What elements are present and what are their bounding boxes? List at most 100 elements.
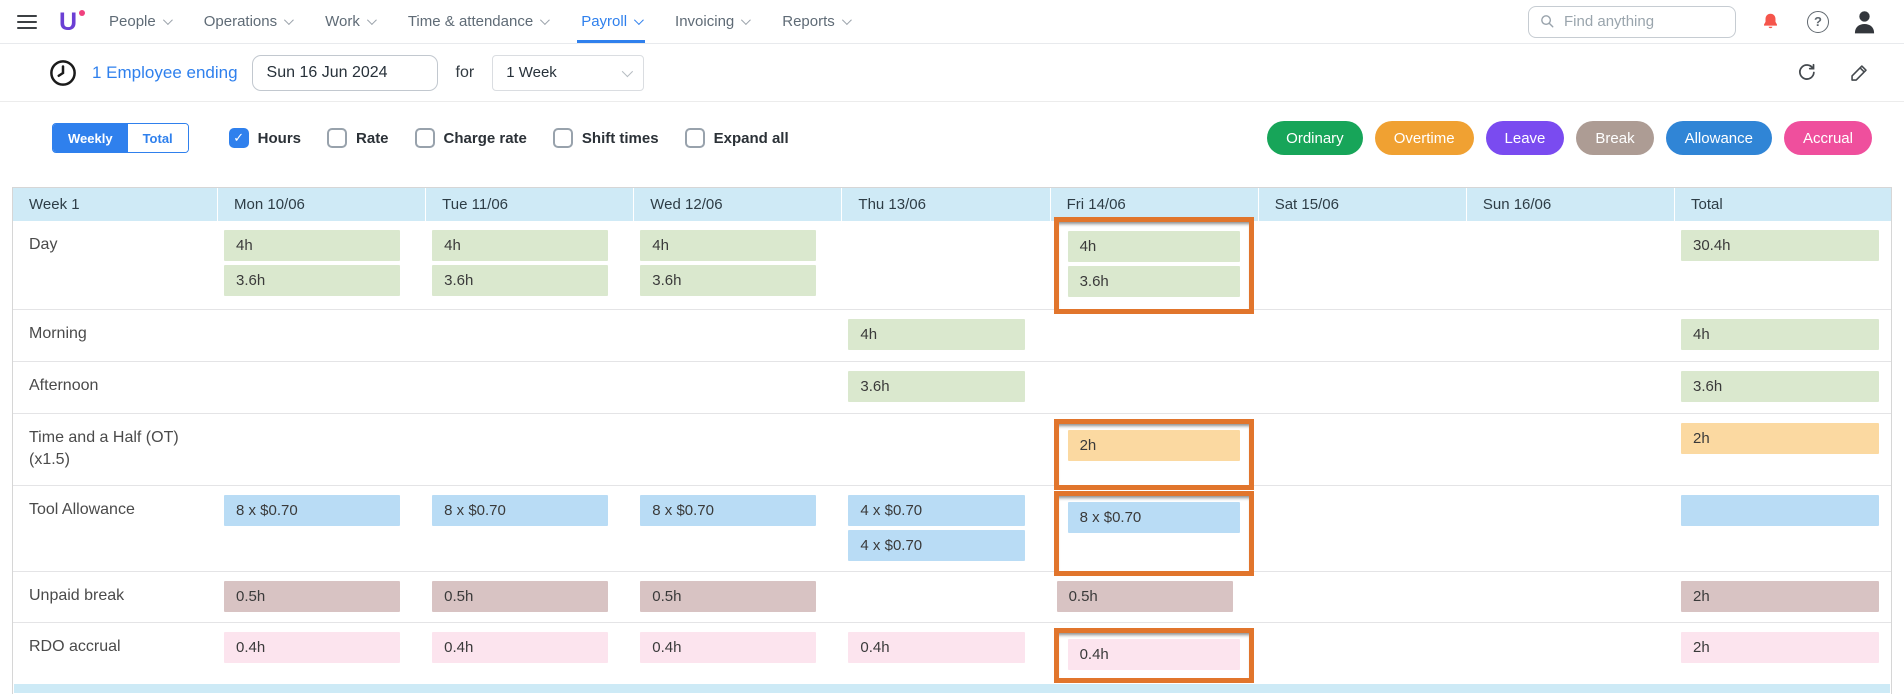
cell-sat-afternoon	[1259, 362, 1467, 413]
timesheet-chip[interactable]: 3.6h	[640, 265, 817, 296]
timesheet-chip[interactable]: 0.4h	[432, 632, 609, 663]
timesheet-chip[interactable]: 4h	[1067, 231, 1240, 262]
toggle-weekly[interactable]: Weekly	[53, 124, 128, 152]
timesheet-chip[interactable]: 4h	[224, 230, 401, 261]
total-chip[interactable]: 2h	[1680, 632, 1879, 663]
timesheet-chip[interactable]: 3.6h	[848, 371, 1025, 402]
timesheet-chip[interactable]: 3.6h	[224, 265, 401, 296]
checkbox-expand-all[interactable]: Expand all	[684, 128, 789, 148]
nav-item-invoicing[interactable]: Invoicing	[675, 0, 752, 43]
total-chip[interactable]: 4h	[1680, 319, 1879, 350]
timesheet-chip[interactable]: 8 x $0.70	[640, 495, 817, 526]
nav-item-people[interactable]: People	[109, 0, 173, 43]
legend-break[interactable]: Break	[1576, 121, 1654, 155]
timesheet-chip[interactable]: 3.6h	[1067, 266, 1240, 297]
timesheet-chip[interactable]: 0.5h	[224, 581, 401, 612]
timesheet-chip[interactable]: 0.5h	[640, 581, 817, 612]
period-select[interactable]: 1 Week	[492, 54, 645, 91]
search-box[interactable]	[1528, 5, 1736, 38]
timesheet-chip[interactable]: 0.5h	[1056, 581, 1233, 612]
toggle-total[interactable]: Total	[127, 124, 188, 152]
total-chip[interactable]: 30.4h	[1680, 230, 1879, 261]
timesheet-chip[interactable]: 0.5h	[432, 581, 609, 612]
timesheet-chip[interactable]: 8 x $0.70	[432, 495, 609, 526]
row-label-cell: Tool Allowance	[13, 486, 218, 571]
column-header-total: Total	[1690, 196, 1723, 213]
legend-leave[interactable]: Leave	[1485, 121, 1565, 155]
chevron-down-icon	[841, 15, 852, 26]
notifications-bell-icon[interactable]	[1760, 11, 1781, 33]
legend-overtime[interactable]: Overtime	[1374, 121, 1474, 155]
timesheet-chip[interactable]: 0.4h	[848, 632, 1025, 663]
timesheet-chip[interactable]: 8 x $0.70	[1067, 502, 1240, 533]
user-avatar[interactable]	[1851, 8, 1878, 35]
row-label: Unpaid break	[29, 587, 125, 604]
checkbox-box[interactable]	[414, 128, 435, 148]
timesheet-chip[interactable]: 3.6h	[432, 265, 609, 296]
checkbox-hours[interactable]: ✓ Hours	[228, 128, 301, 148]
timesheet-chip[interactable]: 4h	[640, 230, 817, 261]
legend-ordinary[interactable]: Ordinary	[1267, 121, 1363, 155]
nav-item-reports[interactable]: Reports	[782, 0, 852, 43]
nav-item-operations[interactable]: Operations	[203, 0, 294, 43]
timesheet-chip[interactable]: 2h	[1067, 430, 1240, 461]
total-chip[interactable]: 3.6h	[1680, 371, 1879, 402]
column-header-wed-12-06: Wed 12/06	[634, 188, 843, 221]
checkbox-box[interactable]	[552, 128, 573, 148]
nav-item-time-attendance[interactable]: Time & attendance	[408, 0, 551, 43]
cell-mon-time-and-a-half-ot-x1-5	[218, 414, 426, 485]
timesheet-chip[interactable]: 0.4h	[1067, 639, 1240, 670]
checkbox-label: Rate	[356, 129, 389, 147]
nav-item-label: Payroll	[581, 13, 628, 30]
checkbox-box[interactable]: ✓	[228, 128, 249, 148]
cell-wed-day: 4h 3.6h	[634, 221, 842, 309]
total-chip[interactable]: 2h	[1680, 423, 1879, 454]
app-logo[interactable]: U	[59, 8, 85, 36]
checkbox-rate[interactable]: Rate	[327, 128, 389, 148]
timesheet-chip[interactable]: 0.4h	[640, 632, 817, 663]
table-row-unpaid-break: Unpaid break 0.5h 0.5h 0.5h 0.5h 2h	[13, 571, 1891, 622]
nav-item-work[interactable]: Work	[325, 0, 377, 43]
cell-total-rdo-accrual: 2h	[1675, 623, 1891, 678]
cell-wed-unpaid-break: 0.5h	[634, 572, 842, 622]
refresh-icon[interactable]	[1796, 62, 1817, 83]
week-ending-date-input[interactable]	[251, 54, 438, 91]
cell-sun-rdo-accrual	[1467, 623, 1675, 678]
cell-thu-rdo-accrual: 0.4h	[842, 623, 1050, 678]
timesheet-chip[interactable]: 4h	[848, 319, 1025, 350]
legend: Ordinary Overtime Leave Break Allowance Accru…	[1267, 121, 1872, 155]
timesheet-chip[interactable]: 4h	[432, 230, 609, 261]
timesheet-chip[interactable]: 0.4h	[224, 632, 401, 663]
nav-item-payroll[interactable]: Payroll	[577, 0, 645, 43]
legend-allowance[interactable]: Allowance	[1665, 121, 1772, 155]
checkbox-box[interactable]	[684, 128, 705, 148]
timesheet-toolbar: 1 Employee ending for 1 Week	[0, 44, 1904, 102]
column-header-mon-10-06: Mon 10/06	[218, 188, 427, 221]
cell-tue-time-and-a-half-ot-x1-5	[426, 414, 634, 485]
checkbox-charge-rate[interactable]: Charge rate	[414, 128, 527, 148]
highlight-box: 8 x $0.70	[1053, 491, 1254, 576]
checkbox-shift-times[interactable]: Shift times	[552, 128, 659, 148]
table-footer-strip	[14, 684, 1890, 693]
timesheet-chip[interactable]: 8 x $0.70	[224, 495, 401, 526]
row-label: Morning	[29, 325, 87, 342]
row-label-cell: Unpaid break	[13, 572, 218, 622]
help-icon[interactable]: ?	[1807, 10, 1829, 33]
total-chip[interactable]	[1680, 495, 1879, 526]
employee-ending-link[interactable]: 1 Employee ending	[92, 62, 238, 82]
cell-fri-tool-allowance: 8 x $0.70	[1051, 486, 1259, 576]
checkbox-label: Shift times	[581, 129, 659, 147]
cell-total-day: 30.4h	[1675, 221, 1891, 309]
nav-item-label: Operations	[203, 13, 278, 30]
total-chip[interactable]: 2h	[1680, 581, 1879, 612]
edit-pencil-icon[interactable]	[1849, 62, 1870, 83]
search-input[interactable]	[1564, 13, 1725, 30]
checkbox-box[interactable]	[327, 128, 348, 148]
hamburger-menu-icon[interactable]	[17, 14, 37, 29]
timesheet-table: Week 1 Mon 10/06 Tue 11/06 Wed 12/06 Thu 13/…	[12, 187, 1892, 694]
cell-thu-tool-allowance: 4 x $0.70 4 x $0.70	[842, 486, 1050, 571]
legend-accrual[interactable]: Accrual	[1783, 121, 1872, 155]
timesheet-chip[interactable]: 4 x $0.70	[848, 495, 1025, 526]
cell-thu-morning: 4h	[842, 310, 1050, 361]
timesheet-chip[interactable]: 4 x $0.70	[848, 530, 1025, 561]
